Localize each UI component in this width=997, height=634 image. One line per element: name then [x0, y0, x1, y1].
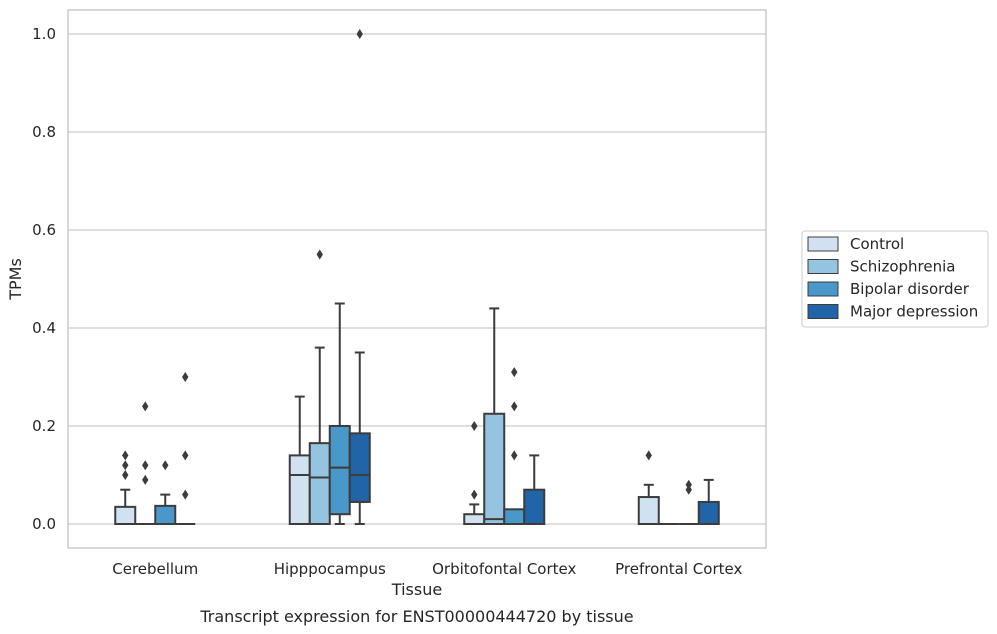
y-tick-label: 0.2 [32, 417, 56, 435]
box-schizophrenia [483, 307, 506, 525]
y-axis-ticks: 0.0 0.2 0.4 0.6 0.8 1.0 [32, 25, 56, 533]
box-control [463, 421, 486, 526]
outlier-point [142, 401, 149, 412]
box-groups [114, 29, 720, 526]
outlier-point [471, 421, 478, 431]
x-axis-label: Tissue [391, 580, 442, 599]
box-iqr [523, 488, 546, 526]
legend-swatch [807, 236, 839, 252]
x-tick-label: Orbitofontal Cortex [432, 560, 576, 578]
outlier-point [182, 450, 189, 461]
box-major-depression [697, 478, 720, 526]
legend-label: Major depression [850, 303, 978, 321]
box-iqr [308, 442, 331, 525]
outlier-point [162, 460, 169, 471]
box-control [637, 450, 660, 525]
outlier-point [645, 450, 652, 461]
x-tick-label: Prefrontal Cortex [615, 560, 742, 578]
outlier-point [122, 460, 129, 471]
legend-swatch [807, 281, 839, 297]
legend-label: Schizophrenia [850, 258, 955, 276]
y-tick-label: 0.4 [32, 319, 56, 337]
box-schizophrenia [135, 401, 156, 525]
outlier-point [122, 470, 129, 480]
outlier-point [511, 401, 518, 412]
outlier-point [356, 29, 363, 39]
outlier-point [142, 474, 149, 485]
outlier-point [511, 367, 518, 378]
box-major-depression [523, 454, 546, 526]
box-bipolar-disorder [503, 367, 526, 525]
plot-frame [67, 9, 767, 549]
outlier-point [142, 460, 149, 471]
box-schizophrenia [308, 249, 331, 525]
box-iqr [697, 500, 720, 526]
box-iqr [114, 505, 137, 526]
outlier-point [685, 479, 692, 490]
box-iqr [503, 508, 526, 525]
box-iqr [483, 412, 506, 525]
legend-frame [801, 230, 989, 328]
outlier-point [471, 489, 478, 500]
box-control [114, 450, 137, 526]
box-iqr [348, 432, 371, 503]
box-iqr [328, 425, 351, 516]
y-tick-label: 0.0 [32, 515, 56, 533]
outlier-point [122, 450, 129, 461]
outlier-point [182, 489, 189, 500]
legend-swatch [807, 304, 839, 319]
x-tick-label: Cerebellum [112, 560, 198, 578]
outlier-point [511, 450, 518, 461]
y-tick-label: 1.0 [32, 25, 56, 43]
y-tick-label: 0.6 [32, 221, 56, 239]
box-major-depression [348, 29, 371, 525]
box-iqr [288, 454, 311, 525]
box-bipolar-disorder [678, 479, 699, 525]
y-tick-label: 0.8 [32, 123, 56, 141]
outlier-point [182, 372, 189, 382]
x-tick-label: Hipppocampus [274, 560, 386, 578]
box-control [288, 395, 311, 525]
x-axis-ticks: Cerebellum Hipppocampus Orbitofontal Corte… [112, 560, 742, 578]
box-iqr [463, 513, 486, 526]
legend-label: Bipolar disorder [850, 280, 970, 298]
box-iqr [637, 496, 660, 525]
box-bipolar-disorder [154, 460, 177, 525]
chart-caption: Transcript expression for ENST0000044472… [199, 607, 633, 626]
box-iqr [154, 504, 177, 525]
legend: Control Schizophrenia Bipolar disorder Majo… [801, 230, 989, 328]
outlier-point [316, 249, 323, 260]
plot-area [68, 10, 766, 548]
box-major-depression [175, 372, 196, 525]
y-axis-label: TPMs [6, 258, 25, 301]
legend-swatch [807, 259, 839, 274]
legend-label: Control [850, 235, 904, 253]
box-bipolar-disorder [328, 302, 351, 525]
